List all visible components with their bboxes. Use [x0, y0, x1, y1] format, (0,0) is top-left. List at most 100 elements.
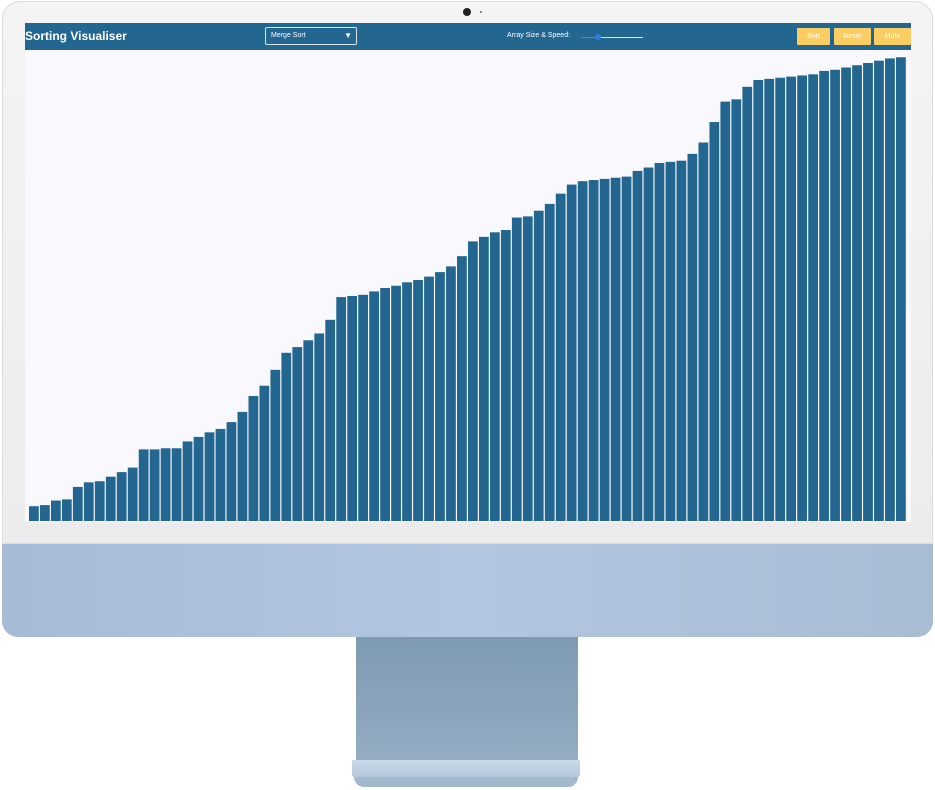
array-bar: [489, 232, 500, 521]
sort-button[interactable]: Sort: [797, 28, 830, 45]
array-bar: [643, 167, 654, 521]
array-bar: [808, 74, 819, 521]
array-bar: [885, 58, 895, 521]
array-bar: [457, 256, 467, 521]
array-bar: [248, 395, 259, 521]
app-screen: Sorting Visualiser Merge Sort ▼ Array Si…: [25, 23, 911, 522]
array-bar: [358, 294, 369, 521]
array-bar: [500, 230, 511, 521]
array-bar: [226, 422, 237, 521]
array-bar: [654, 162, 665, 521]
array-bar: [522, 216, 533, 521]
size-speed-label: Array Size & Speed:: [507, 32, 571, 39]
array-bar: [544, 203, 555, 521]
array-bar: [424, 276, 434, 521]
array-bar: [577, 181, 588, 521]
array-bar: [468, 241, 478, 521]
size-speed-slider[interactable]: [581, 32, 643, 42]
algorithm-select-value: Merge Sort: [271, 32, 306, 39]
array-bar: [215, 428, 226, 521]
array-bar: [105, 476, 116, 521]
bars-canvas: [29, 57, 906, 522]
stand-base: [352, 760, 580, 778]
array-bar: [325, 319, 336, 521]
array-bar: [281, 352, 292, 521]
array-bar: [83, 482, 94, 521]
dropdown-arrow-icon: ▼: [344, 31, 352, 40]
array-bar: [709, 122, 720, 521]
monitor-chin: [2, 544, 933, 637]
array-bar: [786, 76, 797, 521]
array-bar: [610, 177, 621, 521]
array-bar: [29, 506, 39, 521]
array-bar: [72, 486, 83, 521]
array-bar: [347, 295, 358, 521]
array-bar: [621, 176, 632, 522]
array-bar: [588, 180, 599, 521]
stand-neck: [356, 637, 578, 762]
bars-area: [25, 50, 911, 522]
array-bar: [841, 67, 851, 521]
array-bar: [391, 285, 401, 521]
array-bar: [819, 70, 829, 521]
algorithm-select[interactable]: Merge Sort ▼: [265, 27, 357, 45]
array-bar: [665, 161, 676, 521]
array-bar: [369, 291, 379, 521]
array-bar: [116, 472, 127, 521]
array-bar: [237, 411, 248, 521]
array-bar: [720, 101, 731, 521]
array-bar: [599, 178, 610, 521]
navbar: Sorting Visualiser Merge Sort ▼ Array Si…: [25, 23, 911, 50]
array-bar: [127, 467, 138, 521]
array-bar: [698, 142, 709, 521]
array-bar: [182, 441, 193, 521]
array-bar: [676, 160, 687, 521]
array-bar: [160, 448, 171, 521]
slider-thumb[interactable]: [594, 34, 601, 40]
array-bar: [204, 432, 215, 521]
array-bar: [171, 448, 182, 521]
array-bar: [863, 62, 873, 522]
array-bar: [380, 288, 390, 521]
camera-sensor-icon: [480, 11, 482, 13]
array-bar: [402, 282, 412, 521]
slider-track: [581, 37, 643, 38]
array-bar: [413, 280, 423, 521]
array-bar: [511, 217, 522, 521]
array-bar: [632, 170, 643, 521]
reset-button[interactable]: Reset: [834, 28, 871, 45]
array-bar: [852, 65, 862, 522]
array-bar: [61, 499, 72, 521]
array-bar: [303, 340, 314, 521]
array-bar: [753, 80, 764, 521]
array-bar: [314, 333, 325, 521]
array-bar: [138, 449, 149, 521]
array-bar: [39, 505, 50, 521]
array-bar: [478, 236, 489, 521]
array-bar: [292, 347, 303, 521]
array-bar: [94, 481, 105, 521]
array-bar: [742, 86, 753, 521]
array-bar: [50, 500, 61, 521]
array-bar: [270, 369, 281, 521]
array-bar: [259, 385, 270, 521]
mute-button[interactable]: Mute: [874, 28, 911, 45]
array-bar: [555, 193, 566, 521]
app-title: Sorting Visualiser: [25, 29, 127, 43]
array-bar: [149, 449, 160, 521]
array-bar: [193, 436, 204, 521]
array-bar: [446, 266, 456, 521]
array-bar: [874, 60, 884, 522]
array-bar: [435, 272, 445, 521]
camera-icon: [463, 8, 471, 16]
slider-fill: [581, 37, 598, 38]
array-bar: [336, 297, 347, 521]
array-bar: [731, 99, 742, 521]
array-bar: [797, 75, 808, 522]
array-bar: [830, 69, 840, 521]
array-bar: [687, 153, 698, 521]
array-bar: [566, 184, 577, 521]
array-bar: [533, 210, 544, 521]
array-bar: [764, 78, 775, 522]
